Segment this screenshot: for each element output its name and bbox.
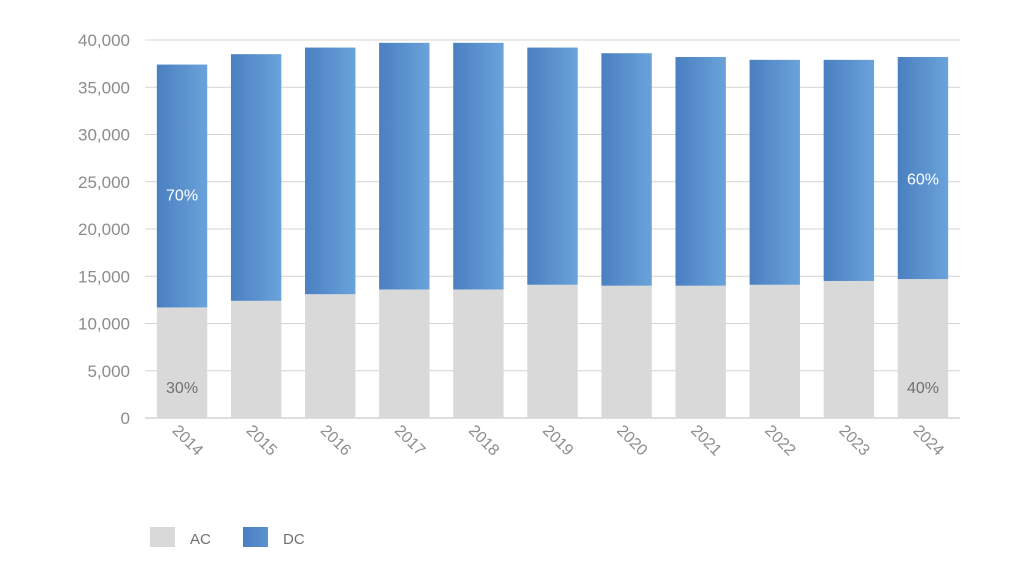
x-tick-label: 2023	[835, 422, 872, 459]
legend-label-dc: DC	[283, 531, 305, 548]
y-tick-label: 25,000	[78, 173, 130, 192]
bar-ac-2023	[823, 280, 875, 418]
bar-dc-2016	[305, 47, 356, 295]
x-tick-label: 2016	[317, 422, 354, 459]
data-label-ac-2014: 30%	[166, 380, 198, 397]
bar-ac-2015	[230, 300, 282, 418]
bar-dc-2015	[230, 54, 282, 301]
y-tick-label: 0	[121, 409, 130, 428]
data-label-dc-2014: 70%	[166, 188, 198, 205]
data-label-dc-2024: 60%	[907, 172, 939, 189]
bar-ac-2014	[156, 307, 208, 418]
bar-dc-2018	[453, 42, 504, 290]
bar-ac-2017	[379, 289, 430, 418]
x-tick-label: 2024	[910, 422, 947, 459]
y-tick-label: 15,000	[78, 267, 130, 286]
x-tick-label: 2018	[465, 422, 502, 459]
x-tick-label: 2014	[169, 422, 206, 459]
bar-dc-2014	[156, 64, 208, 308]
bar-ac-2022	[749, 284, 800, 418]
bar-dc-2017	[379, 42, 430, 290]
y-tick-label: 10,000	[78, 315, 130, 334]
legend-swatch-dc	[243, 527, 268, 547]
x-tick-label: 2021	[687, 422, 724, 459]
bar-ac-2024	[897, 279, 949, 418]
x-tick-label: 2019	[539, 422, 576, 459]
bar-dc-2019	[527, 47, 578, 285]
y-axis-ticks: 0 5,000 10,000 15,000 20,000 25,000 30,000 35,0…	[78, 31, 130, 428]
x-tick-label: 2017	[391, 422, 428, 459]
bar-ac-2020	[601, 285, 652, 418]
y-tick-label: 20,000	[78, 220, 130, 239]
bar-ac-2018	[453, 289, 504, 418]
legend: AC DC	[150, 527, 305, 548]
y-tick-label: 40,000	[78, 31, 130, 50]
x-tick-label: 2015	[243, 422, 280, 459]
bar-ac-2021	[675, 285, 726, 418]
bar-dc-2020	[601, 53, 652, 286]
y-tick-label: 5,000	[87, 362, 130, 381]
x-tick-label: 2022	[761, 422, 798, 459]
legend-label-ac: AC	[190, 531, 211, 548]
bar-dc-2024	[897, 57, 949, 280]
y-tick-label: 35,000	[78, 78, 130, 97]
bar-dc-2023	[823, 59, 875, 281]
bar-dc-2021	[675, 57, 726, 286]
data-label-ac-2024: 40%	[907, 380, 939, 397]
data-labels: 70% 30% 60% 40%	[166, 172, 939, 397]
bar-ac-2019	[527, 284, 578, 418]
y-tick-label: 30,000	[78, 126, 130, 145]
x-tick-label: 2020	[613, 422, 650, 459]
bar-ac-2016	[305, 294, 356, 418]
legend-swatch-ac	[150, 527, 175, 547]
bars	[156, 42, 949, 418]
x-axis-ticks: 2014 2015 2016 2017 2018 2019 2020 2021 2022 2023…	[169, 422, 947, 459]
bar-dc-2022	[749, 59, 800, 285]
